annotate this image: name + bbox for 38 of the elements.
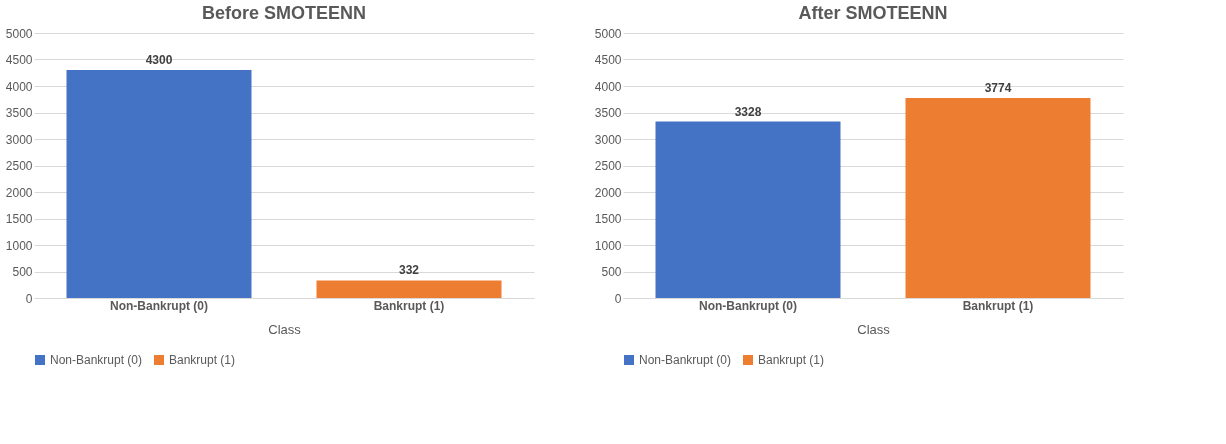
y-tick-label: 4500: [5, 53, 33, 67]
y-tick-label: 3000: [594, 132, 622, 147]
y-tick-label: 3500: [5, 106, 33, 120]
y-tick-label: 500: [12, 265, 33, 279]
y-tick-label: 1500: [5, 212, 33, 226]
x-tick-label: Bankrupt (1): [373, 298, 445, 313]
x-axis-title: Class: [857, 321, 891, 337]
y-tick-label: 1000: [594, 238, 622, 253]
y-tick-label: 5000: [594, 26, 622, 41]
legend-label: Bankrupt (1): [758, 353, 825, 367]
y-tick-label: 4500: [594, 53, 622, 67]
legend-label: Non-Bankrupt (0): [50, 353, 143, 367]
legend-label: Non-Bankrupt (0): [639, 353, 732, 367]
y-tick-label: 2500: [594, 159, 622, 173]
y-tick-label: 0: [614, 291, 622, 306]
chart-title: After SMOTEENN: [798, 3, 948, 23]
y-tick-label: 500: [601, 265, 622, 279]
chart-title: Before SMOTEENN: [201, 3, 367, 23]
x-axis-title: Class: [268, 321, 302, 337]
y-tick-label: 1500: [594, 212, 622, 226]
y-tick-label: 3000: [5, 132, 33, 147]
data-label: 3774: [984, 80, 1012, 95]
y-tick-label: 4000: [5, 79, 33, 94]
legend-label: Bankrupt (1): [169, 353, 236, 367]
y-tick-label: 0: [25, 291, 33, 306]
y-tick-label: 4000: [594, 79, 622, 94]
data-label: 3328: [734, 104, 762, 119]
x-tick-label: Non-Bankrupt (0): [699, 298, 797, 313]
y-tick-label: 2500: [5, 159, 33, 173]
y-tick-label: 5000: [5, 26, 33, 41]
y-tick-label: 2000: [594, 185, 622, 200]
y-tick-label: 2000: [5, 185, 33, 200]
x-tick-label: Bankrupt (1): [962, 298, 1034, 313]
data-label: 332: [398, 263, 420, 278]
data-label: 4300: [145, 53, 173, 68]
x-tick-label: Non-Bankrupt (0): [110, 298, 208, 313]
y-tick-label: 1000: [5, 238, 33, 253]
y-tick-label: 3500: [594, 106, 622, 120]
